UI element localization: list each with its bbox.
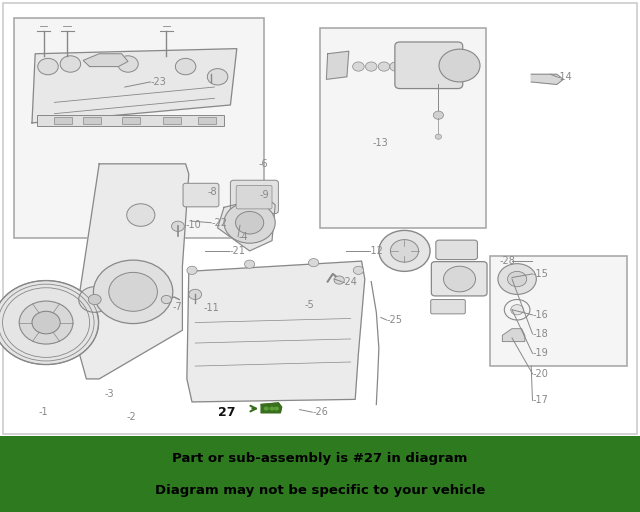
- Bar: [163, 117, 181, 124]
- Text: -2: -2: [127, 412, 136, 422]
- Circle shape: [224, 202, 275, 243]
- Circle shape: [60, 56, 81, 72]
- Polygon shape: [326, 51, 349, 79]
- Text: -4: -4: [238, 231, 248, 242]
- Text: -5: -5: [305, 300, 314, 310]
- Circle shape: [109, 272, 157, 311]
- Text: -7: -7: [173, 302, 182, 312]
- Circle shape: [365, 62, 377, 71]
- Text: 27: 27: [218, 406, 236, 419]
- Text: -26: -26: [312, 407, 328, 417]
- Circle shape: [127, 204, 155, 226]
- FancyBboxPatch shape: [230, 180, 278, 214]
- Circle shape: [175, 58, 196, 75]
- Bar: [320, 28, 486, 228]
- Text: -25: -25: [387, 315, 403, 325]
- Text: -24: -24: [342, 276, 358, 287]
- Text: -13: -13: [372, 138, 388, 148]
- Circle shape: [32, 311, 60, 334]
- Bar: [54, 117, 72, 124]
- Text: Part or sub-assembly is #27 in diagram: Part or sub-assembly is #27 in diagram: [172, 453, 468, 465]
- Text: -10: -10: [186, 220, 202, 230]
- Circle shape: [378, 62, 390, 71]
- Circle shape: [244, 260, 255, 268]
- Text: -8: -8: [208, 187, 218, 197]
- Circle shape: [435, 134, 442, 139]
- Polygon shape: [83, 54, 128, 67]
- Circle shape: [511, 305, 524, 315]
- Circle shape: [0, 281, 99, 365]
- Bar: [490, 256, 627, 366]
- FancyBboxPatch shape: [236, 185, 272, 209]
- Circle shape: [308, 259, 319, 267]
- Circle shape: [444, 266, 476, 292]
- Text: -11: -11: [204, 303, 220, 313]
- Text: -19: -19: [532, 348, 548, 358]
- Circle shape: [187, 266, 197, 274]
- Text: -9: -9: [259, 189, 269, 200]
- Circle shape: [269, 407, 275, 411]
- Circle shape: [334, 276, 344, 284]
- Circle shape: [390, 62, 401, 71]
- Text: -1: -1: [38, 407, 48, 417]
- Polygon shape: [32, 49, 237, 123]
- Circle shape: [236, 211, 264, 234]
- FancyBboxPatch shape: [183, 183, 219, 207]
- Text: Diagram may not be specific to your vehicle: Diagram may not be specific to your vehi…: [155, 484, 485, 497]
- Text: -3: -3: [104, 389, 114, 399]
- Circle shape: [508, 271, 527, 287]
- Polygon shape: [261, 403, 282, 413]
- Bar: [198, 117, 216, 124]
- Circle shape: [88, 294, 101, 305]
- Circle shape: [353, 62, 364, 71]
- Circle shape: [498, 264, 536, 294]
- Text: -20: -20: [532, 369, 548, 379]
- Circle shape: [93, 260, 173, 324]
- Circle shape: [433, 111, 444, 119]
- Text: -18: -18: [532, 329, 548, 339]
- Text: -23: -23: [150, 77, 166, 87]
- Circle shape: [118, 56, 138, 72]
- Text: -21: -21: [229, 246, 245, 256]
- Bar: [0, 436, 640, 512]
- Bar: [122, 117, 140, 124]
- Text: -22: -22: [211, 218, 227, 228]
- Circle shape: [161, 295, 172, 304]
- FancyBboxPatch shape: [436, 240, 477, 260]
- Circle shape: [38, 58, 58, 75]
- Polygon shape: [531, 74, 563, 84]
- Text: -16: -16: [532, 310, 548, 320]
- Bar: [3, 3, 637, 434]
- Circle shape: [353, 266, 364, 274]
- Circle shape: [439, 49, 480, 82]
- Circle shape: [207, 69, 228, 85]
- Polygon shape: [187, 261, 365, 402]
- Circle shape: [172, 221, 184, 231]
- Circle shape: [79, 287, 111, 312]
- FancyBboxPatch shape: [431, 300, 465, 314]
- Bar: [83, 117, 101, 124]
- Circle shape: [274, 407, 279, 411]
- Text: -17: -17: [532, 395, 548, 406]
- Bar: [37, 115, 224, 126]
- Text: -12: -12: [368, 246, 384, 256]
- Circle shape: [390, 240, 419, 262]
- Polygon shape: [74, 164, 189, 379]
- Polygon shape: [502, 329, 525, 342]
- Circle shape: [264, 407, 269, 411]
- Text: -15: -15: [532, 269, 548, 279]
- Text: -14: -14: [557, 72, 573, 82]
- Bar: [14, 18, 264, 238]
- Text: -28: -28: [499, 256, 515, 266]
- Circle shape: [379, 230, 430, 271]
- Polygon shape: [218, 197, 275, 251]
- FancyBboxPatch shape: [395, 42, 463, 89]
- FancyBboxPatch shape: [431, 262, 487, 296]
- Circle shape: [189, 289, 202, 300]
- Text: -6: -6: [259, 159, 268, 169]
- Circle shape: [19, 301, 73, 344]
